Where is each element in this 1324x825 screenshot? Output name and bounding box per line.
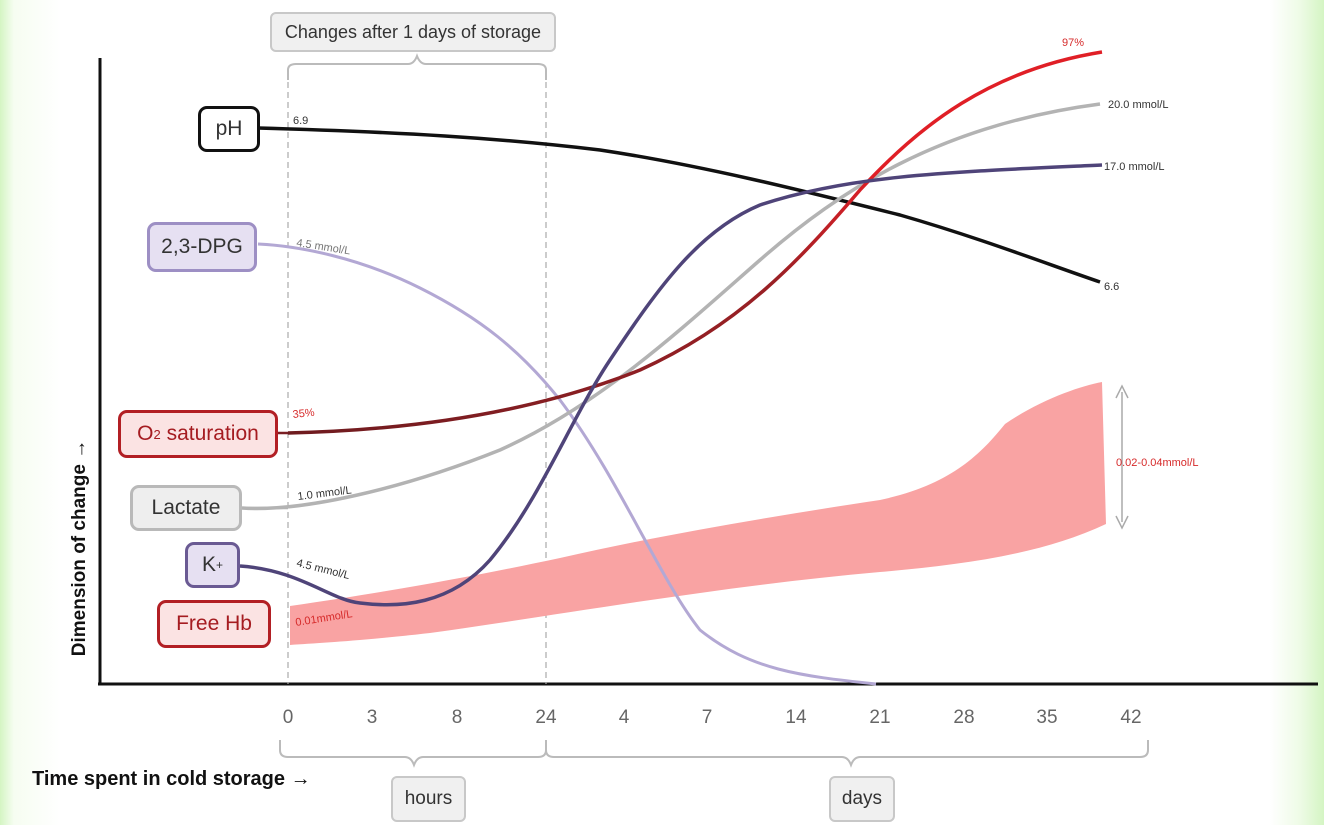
legend-o2-label-rest: saturation — [160, 422, 259, 445]
legend-o2-subscript: 2 — [153, 426, 161, 442]
x-tick-label: 0 — [283, 707, 294, 728]
x-tick-label: 7 — [702, 707, 713, 728]
x-tick-label: 14 — [785, 707, 807, 728]
k-end-label: 17.0 mmol/L — [1104, 161, 1165, 173]
legend-k-label: K — [201, 553, 216, 576]
k-start-label: 4.5 mmol/L — [295, 557, 351, 582]
k-line — [239, 163, 1103, 607]
o2-saturation-line — [287, 50, 1103, 435]
legend-free-hb-label: Free Hb — [176, 612, 252, 635]
y-axis-title: Dimension of change → — [69, 439, 90, 657]
x-group-hours: hours — [391, 776, 466, 822]
free-hb-range-arrowhead-bottom — [1115, 515, 1129, 530]
x-tick-label: 28 — [953, 707, 974, 728]
ph-line — [257, 126, 1101, 284]
legend-dpg: 2,3-DPG — [147, 222, 257, 272]
x-tick-label: 4 — [619, 707, 630, 728]
days-brace — [545, 740, 1149, 768]
hours-brace — [279, 740, 547, 768]
free-hb-range-arrowhead-top — [1115, 384, 1129, 399]
x-axis-title: Time spent in cold storage → — [32, 768, 311, 790]
x-group-days: days — [829, 776, 895, 822]
o2-end-label: 97% — [1062, 37, 1084, 49]
legend-free-hb: Free Hb — [157, 600, 271, 648]
top-brace — [287, 53, 547, 80]
legend-ph: pH — [198, 106, 260, 152]
x-tick-label: 35 — [1036, 707, 1057, 728]
x-tick-label: 42 — [1120, 707, 1141, 728]
legend-lactate-label: Lactate — [151, 496, 221, 519]
chart-title: Changes after 1 days of storage — [270, 12, 556, 52]
o2-start-label: 35% — [292, 407, 315, 421]
legend-ph-label: pH — [215, 117, 243, 140]
ph-end-label: 6.6 — [1104, 281, 1119, 293]
lactate-end-label: 20.0 mmol/L — [1108, 99, 1169, 111]
legend-lactate: Lactate — [130, 485, 242, 531]
legend-k: K + — [185, 542, 240, 588]
ph-start-label: 6.9 — [293, 115, 308, 127]
legend-o2-label: O — [137, 422, 154, 445]
dpg-line — [257, 242, 877, 686]
free-hb-end-label: 0.02-0.04mmol/L — [1116, 457, 1199, 469]
x-tick-label: 21 — [869, 707, 890, 728]
x-tick-label: 3 — [367, 707, 378, 728]
lactate-line — [241, 102, 1101, 511]
x-tick-labels: 0 3 8 24 4 7 14 21 28 35 42 — [283, 707, 1142, 728]
legend-k-superscript: + — [216, 558, 224, 572]
free-hb-band — [290, 382, 1106, 645]
x-tick-label: 24 — [535, 707, 557, 728]
legend-dpg-label: 2,3-DPG — [161, 235, 243, 258]
x-tick-label: 8 — [452, 707, 463, 728]
